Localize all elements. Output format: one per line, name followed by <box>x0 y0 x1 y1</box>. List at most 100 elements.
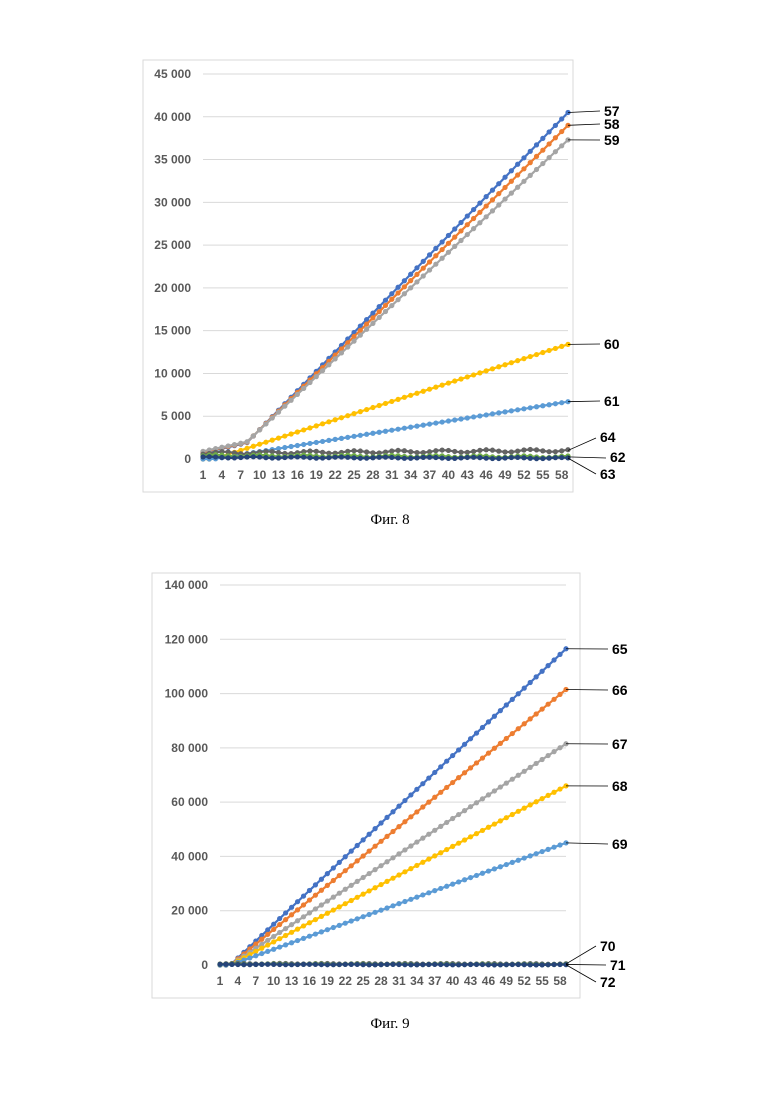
x-tick-label: 28 <box>366 468 380 482</box>
callout-leader <box>566 690 608 691</box>
data-point <box>440 383 445 388</box>
data-point <box>471 414 476 419</box>
x-tick-label: 55 <box>535 974 549 988</box>
data-point <box>551 697 556 702</box>
data-point <box>355 843 360 848</box>
data-point <box>319 962 324 967</box>
x-tick-label: 22 <box>339 974 353 988</box>
data-point <box>468 875 473 880</box>
x-tick-label: 49 <box>498 468 512 482</box>
data-point <box>534 154 539 159</box>
data-point <box>295 392 300 397</box>
data-point <box>389 399 394 404</box>
data-point <box>474 873 479 878</box>
data-point <box>456 841 461 846</box>
caption-figure-8: Фиг. 8 <box>0 512 780 529</box>
data-point <box>301 936 306 941</box>
data-point <box>421 455 426 460</box>
data-point <box>247 955 252 960</box>
data-point <box>468 736 473 741</box>
x-tick-label: 52 <box>517 468 531 482</box>
data-point <box>349 898 354 903</box>
data-point <box>314 449 319 454</box>
data-point <box>516 809 521 814</box>
data-point <box>395 448 400 453</box>
data-point <box>414 787 419 792</box>
data-point <box>515 449 520 454</box>
data-point <box>349 883 354 888</box>
data-point <box>367 832 372 837</box>
data-point <box>402 899 407 904</box>
data-point <box>515 162 520 167</box>
data-point <box>452 244 457 249</box>
data-point <box>492 746 497 751</box>
data-point <box>438 824 443 829</box>
data-point <box>486 751 491 756</box>
data-point <box>432 962 437 967</box>
data-point <box>446 250 451 255</box>
data-point <box>253 962 258 967</box>
data-point <box>396 962 401 967</box>
data-point <box>343 868 348 873</box>
data-point <box>414 279 419 284</box>
data-point <box>421 389 426 394</box>
x-tick-label: 28 <box>374 974 388 988</box>
data-point <box>490 366 495 371</box>
data-point <box>450 962 455 967</box>
data-point <box>313 882 318 887</box>
data-point <box>402 798 407 803</box>
data-point <box>325 883 330 888</box>
data-point <box>540 849 545 854</box>
data-point <box>521 155 526 160</box>
data-point <box>427 259 432 264</box>
data-point <box>361 875 366 880</box>
data-point <box>502 409 507 414</box>
data-point <box>465 455 470 460</box>
data-point <box>402 962 407 967</box>
data-point <box>509 408 514 413</box>
data-point <box>390 809 395 814</box>
x-tick-label: 16 <box>291 468 305 482</box>
data-point <box>504 815 509 820</box>
data-point <box>521 356 526 361</box>
data-point <box>551 790 556 795</box>
data-point <box>343 962 348 967</box>
data-point <box>282 433 287 438</box>
data-point <box>319 929 324 934</box>
data-point <box>270 455 275 460</box>
data-point <box>326 362 331 367</box>
data-point <box>477 200 482 205</box>
data-point <box>456 962 461 967</box>
data-point <box>414 809 419 814</box>
x-tick-label: 40 <box>442 468 456 482</box>
data-point <box>343 921 348 926</box>
data-point <box>547 129 552 134</box>
data-point <box>546 962 551 967</box>
data-point <box>271 934 276 939</box>
data-point <box>484 214 489 219</box>
data-point <box>534 352 539 357</box>
data-point <box>484 456 489 461</box>
data-point <box>301 902 306 907</box>
data-point <box>446 233 451 238</box>
data-point <box>259 946 264 951</box>
callout-label-65: 65 <box>612 641 628 657</box>
data-point <box>528 765 533 770</box>
data-point <box>378 839 383 844</box>
data-point <box>414 895 419 900</box>
data-point <box>402 869 407 874</box>
data-point <box>522 855 527 860</box>
data-point <box>465 232 470 237</box>
data-point <box>408 897 413 902</box>
data-point <box>414 450 419 455</box>
data-point <box>427 252 432 257</box>
data-point <box>480 828 485 833</box>
data-point <box>446 241 451 246</box>
x-tick-label: 4 <box>219 468 226 482</box>
data-point <box>484 447 489 452</box>
callout-label-60: 60 <box>604 336 620 352</box>
data-point <box>402 284 407 289</box>
data-point <box>516 773 521 778</box>
callout-label-71: 71 <box>610 957 626 973</box>
data-point <box>301 893 306 898</box>
